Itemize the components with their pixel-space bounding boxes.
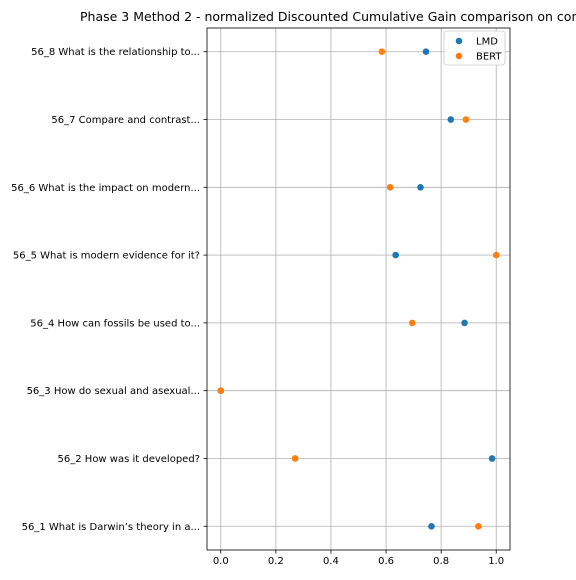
x-tick-label: 0.4 (323, 556, 339, 567)
y-axis: 56_1 What is Darwin’s theory in a... 56_2… (11, 47, 207, 533)
data-point-lmd (422, 48, 430, 56)
data-point-lmd (461, 319, 468, 327)
data-point-lmd (488, 455, 496, 462)
data-point-bert (386, 184, 394, 191)
chart-title: Phase 3 Method 2 - normalized Discounted… (80, 9, 576, 24)
legend-label-bert: BERT (476, 52, 502, 63)
y-tick-label: 56_2 How was it developed? (58, 454, 200, 465)
data-point-lmd (392, 251, 399, 259)
data-points (217, 48, 500, 530)
y-tick-label: 56_7 Compare and contrast... (51, 115, 200, 126)
data-point-bert (475, 522, 482, 530)
x-tick-label: 0.8 (433, 556, 449, 567)
data-point-bert (462, 116, 470, 123)
data-point-lmd (447, 116, 455, 123)
data-point-bert (492, 251, 500, 259)
x-tick-label: 0.2 (268, 556, 284, 567)
data-point-lmd (417, 184, 424, 191)
data-point-lmd (428, 522, 435, 530)
grid (207, 28, 510, 550)
data-point-bert (291, 455, 299, 462)
x-tick-label: 1.0 (488, 556, 504, 567)
data-point-bert (378, 48, 386, 56)
y-tick-label: 56_3 How do sexual and asexual... (27, 386, 200, 397)
legend-label-lmd: LMD (476, 37, 498, 48)
x-axis: 0.0 0.2 0.4 0.6 0.8 1.0 (213, 550, 504, 567)
y-tick-label: 56_1 What is Darwin’s theory in a... (22, 522, 200, 533)
x-tick-label: 0.0 (213, 556, 229, 567)
legend: LMD BERT (443, 30, 506, 66)
y-tick-label: 56_5 What is modern evidence for it? (13, 251, 200, 262)
data-point-bert (217, 387, 225, 394)
y-tick-label: 56_6 What is the impact on modern... (11, 183, 200, 194)
y-tick-label: 56_8 What is the relationship to... (31, 47, 200, 58)
data-point-bert (408, 319, 416, 327)
legend-marker-lmd (455, 37, 463, 45)
legend-marker-bert (455, 52, 463, 60)
plot-area-frame (206, 27, 511, 551)
x-tick-label: 0.6 (378, 556, 394, 567)
y-tick-label: 56_4 How can fossils be used to... (30, 318, 200, 329)
